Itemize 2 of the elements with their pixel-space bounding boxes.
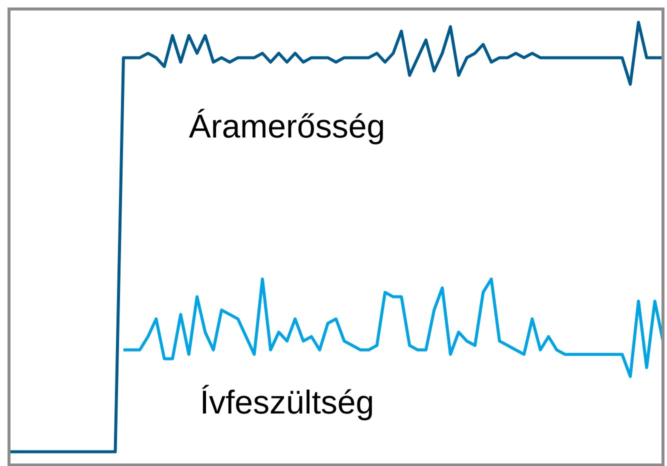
series-label: Áramerősség [188, 108, 386, 145]
series-label: Ívfeszültség [200, 383, 374, 420]
